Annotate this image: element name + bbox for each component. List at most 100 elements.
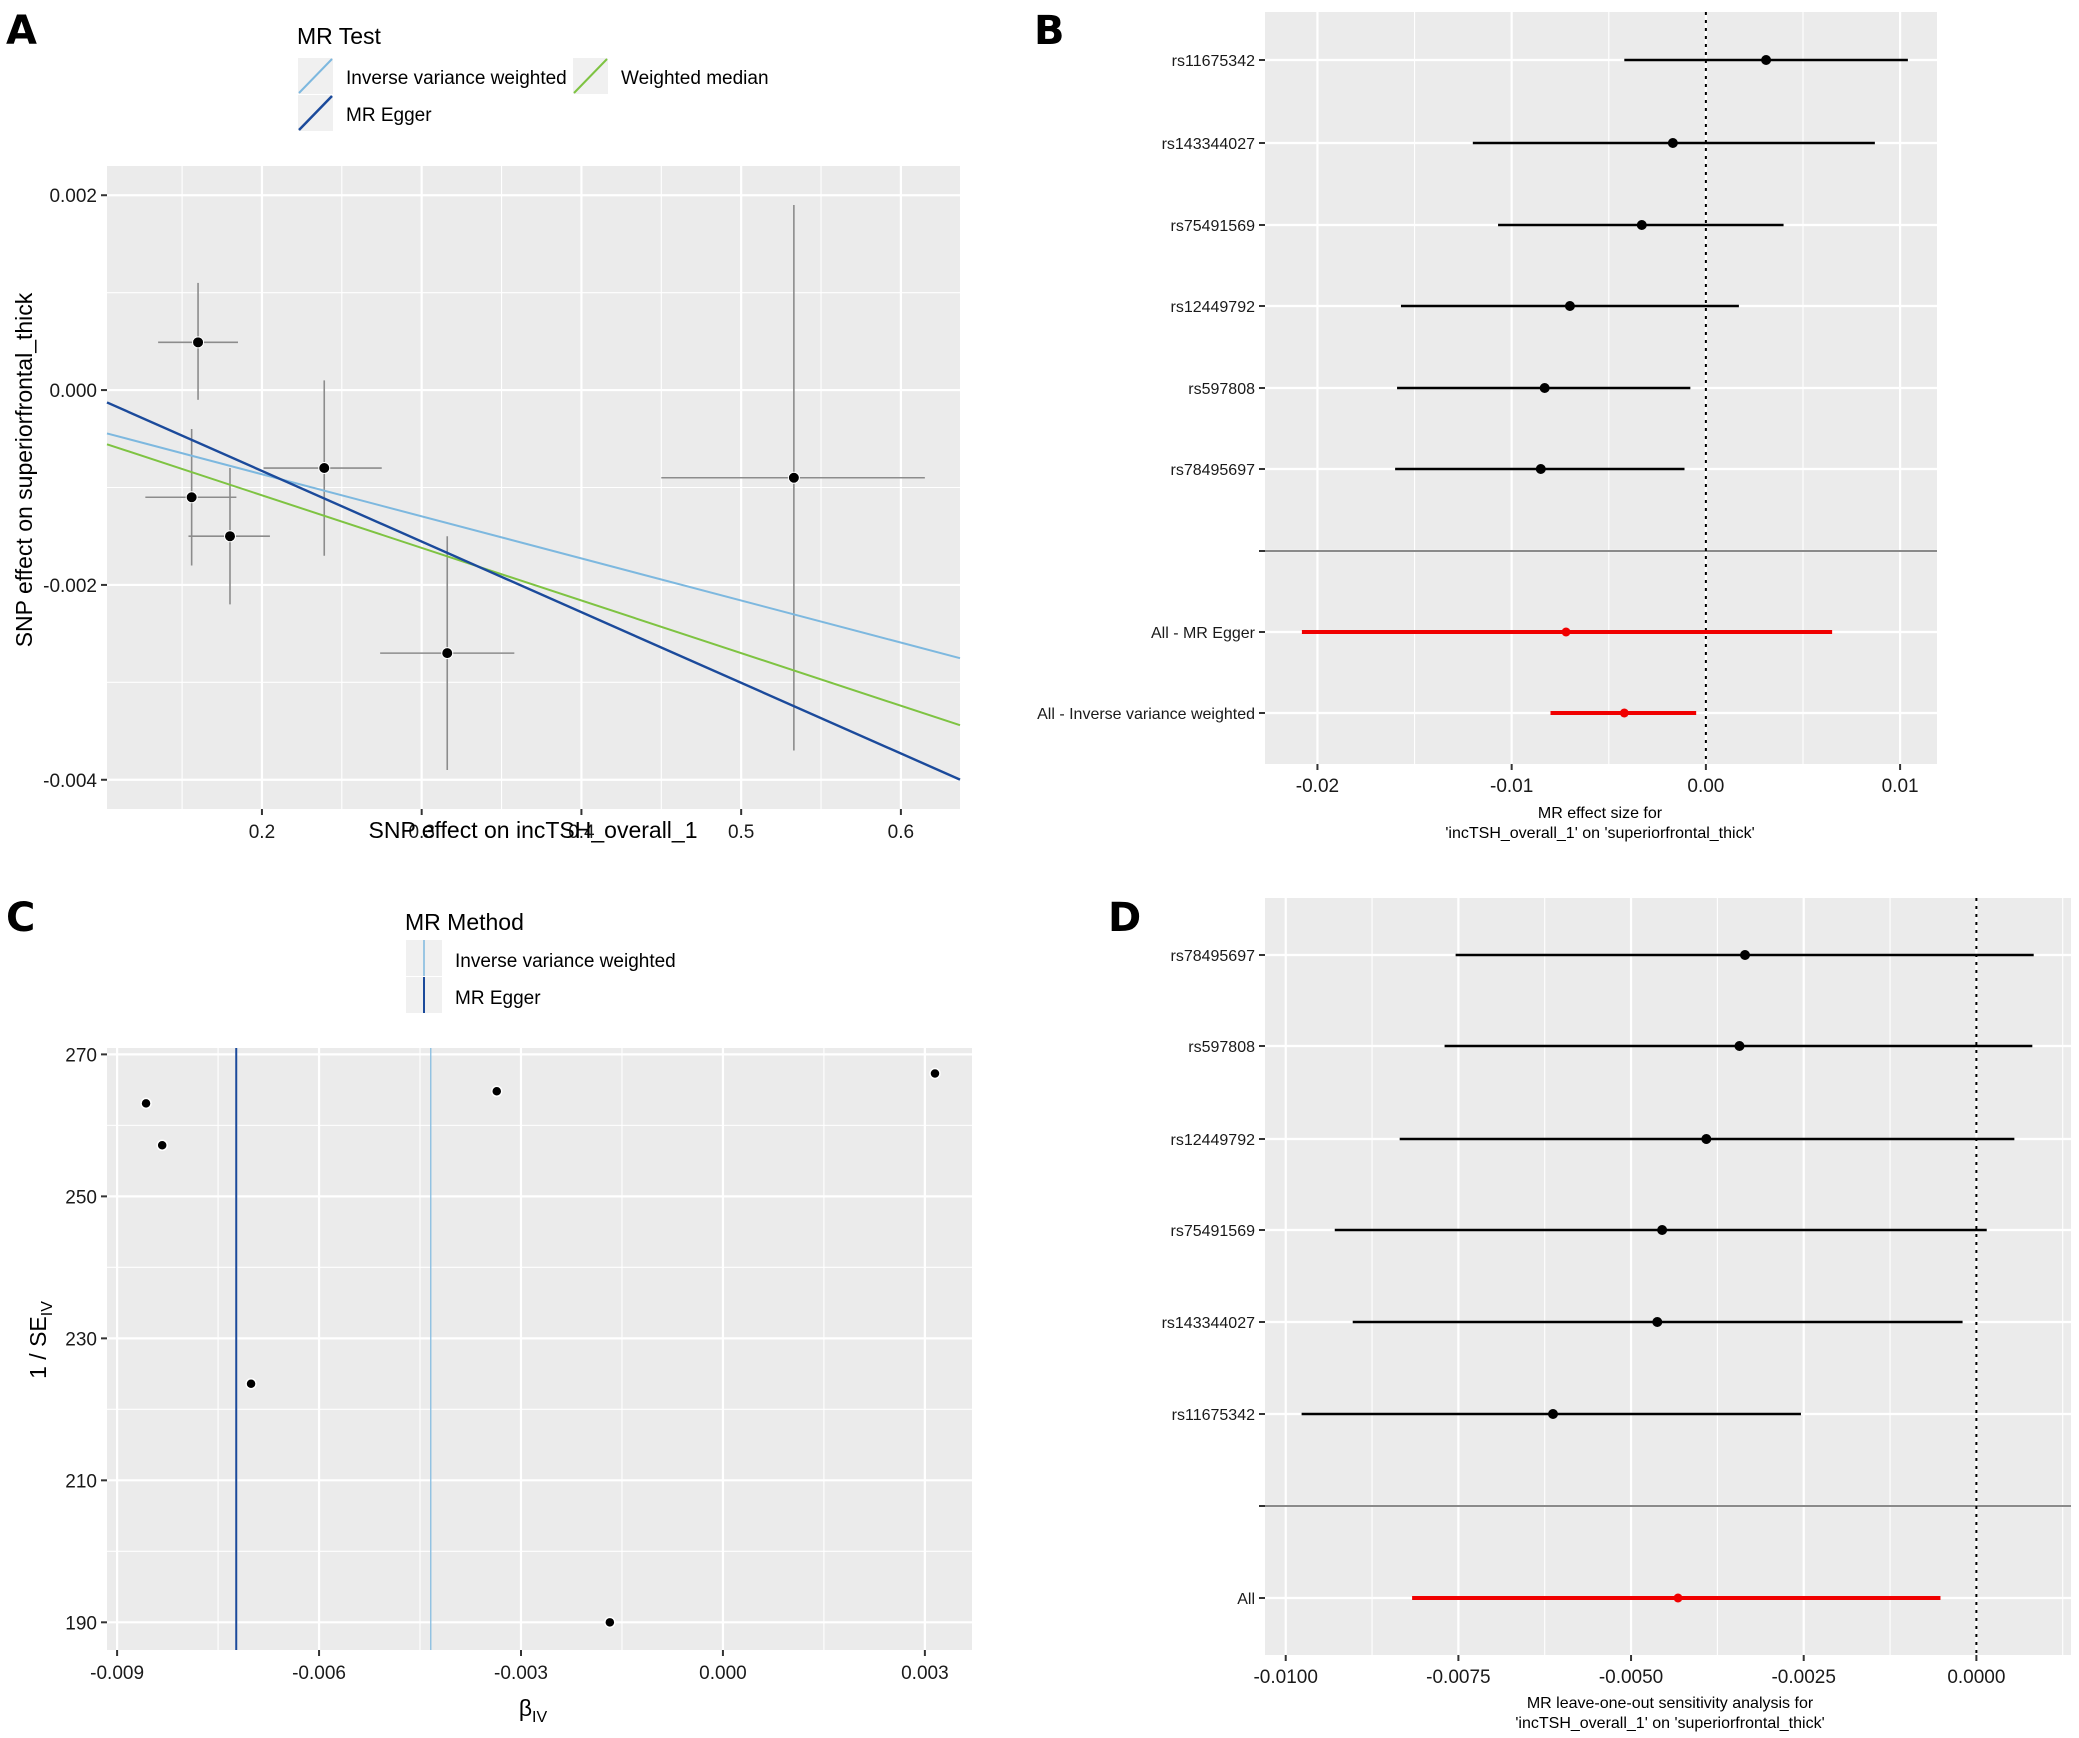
panel-d-leave-one-out: -0.0100 -0.0075 -0.0050 -0.0025 0.0000 rs7849… (1162, 898, 2071, 1732)
panel-d-plot-area (1265, 898, 2071, 1655)
panel-c-plot-area (107, 1048, 972, 1650)
regression-line-weighted_median (106, 443, 961, 727)
panel-b-forest: -0.02 -0.01 0.00 0.01 rs11675342 rs143344027 r… (1037, 12, 1937, 842)
x-tick-label: -0.01 (1490, 776, 1533, 797)
x-tick-label: -0.006 (292, 1663, 346, 1684)
legend-key-egger-line (298, 95, 333, 131)
row-label: rs12449792 (1170, 299, 1255, 316)
snp-estimate-point (1636, 220, 1647, 230)
x-axis-title-line-1: MR leave-one-out sensitivity analysis fo… (1527, 1695, 1814, 1712)
snp-estimate-point (1564, 301, 1575, 311)
y-axis-title: 1 / SEIV (25, 1301, 56, 1379)
y-tick-label: 270 (65, 1045, 97, 1066)
x-tick-label: -0.0050 (1599, 1667, 1663, 1688)
legend-label-egger: MR Egger (455, 988, 541, 1009)
snp-estimate-point (1734, 1041, 1745, 1051)
x-axis-title-subscript: IV (532, 1709, 547, 1726)
snp-estimate-point (1740, 950, 1751, 960)
panel-letter-d: D (1108, 895, 1141, 941)
panel-letter-a: A (6, 8, 37, 54)
legend-label-ivw: Inverse variance weighted (346, 68, 567, 89)
x-tick-label: -0.0100 (1253, 1667, 1317, 1688)
snp-estimate-point (1701, 1134, 1712, 1144)
x-tick-label: 0.2 (249, 822, 275, 843)
legend-label-wm: Weighted median (621, 68, 769, 89)
legend-title: MR Test (297, 23, 382, 49)
x-axis-title-line-1: MR effect size for (1538, 805, 1663, 822)
snp-estimate-point (1535, 464, 1546, 474)
legend-title: MR Method (405, 909, 524, 935)
x-tick-label: 0.00 (1687, 776, 1724, 797)
snp-point (140, 1097, 152, 1110)
panel-letter-b: B (1034, 8, 1065, 54)
x-tick-label: 0.000 (699, 1663, 747, 1684)
panel-a-scatter: MR Test Inverse variance weighted Weight… (11, 23, 961, 843)
x-axis-title: SNP effect on incTSH_overall_1 (369, 817, 698, 843)
x-axis-title: βIV (519, 1695, 548, 1726)
x-axis-title-line-2: 'incTSH_overall_1' on 'superiorfrontal_t… (1515, 1715, 1824, 1732)
y-tick-label: -0.004 (43, 771, 97, 792)
snp-point (156, 1139, 168, 1152)
snp-point (491, 1085, 503, 1098)
row-label: rs11675342 (1172, 1407, 1255, 1424)
snp-point (185, 491, 198, 504)
row-label: rs597808 (1188, 381, 1255, 398)
legend-label-egger: MR Egger (346, 105, 432, 126)
snp-estimate-point (1652, 1317, 1663, 1327)
y-tick-label: 0.000 (49, 381, 97, 402)
x-tick-label: 0.6 (888, 822, 914, 843)
snp-estimate-point (1539, 383, 1550, 393)
x-axis-title-main: β (519, 1695, 532, 1721)
y-axis-title: SNP effect on superiorfrontal_thick (11, 292, 37, 647)
x-tick-label: 0.0000 (1947, 1667, 2005, 1688)
row-label: rs78495697 (1170, 462, 1255, 479)
snp-point (192, 336, 205, 349)
snp-point (929, 1067, 941, 1080)
summary-estimate-point (1673, 1593, 1683, 1603)
y-axis-title-subscript: IV (39, 1301, 56, 1316)
x-tick-label: -0.0025 (1771, 1667, 1835, 1688)
snp-estimate-point (1667, 138, 1678, 148)
snp-point (604, 1616, 616, 1629)
x-tick-label: -0.02 (1296, 776, 1339, 797)
snp-estimate-point (1761, 55, 1772, 65)
row-label: rs75491569 (1170, 1223, 1255, 1240)
y-tick-label: 0.002 (49, 186, 97, 207)
x-tick-label: -0.0075 (1426, 1667, 1490, 1688)
summary-estimate-point (1561, 627, 1571, 637)
row-label: rs12449792 (1170, 1132, 1255, 1149)
x-tick-label: 0.3 (408, 822, 434, 843)
row-label: rs597808 (1188, 1039, 1255, 1056)
row-label: rs78495697 (1170, 948, 1255, 965)
snp-point (318, 462, 331, 475)
x-tick-label: 0.01 (1882, 776, 1919, 797)
y-tick-label: -0.002 (43, 576, 97, 597)
x-tick-label: 0.4 (568, 822, 595, 843)
y-tick-label: 250 (65, 1187, 97, 1208)
y-tick-label: 210 (65, 1471, 97, 1492)
snp-point (787, 471, 800, 484)
row-label: All - MR Egger (1151, 625, 1256, 642)
snp-estimate-point (1548, 1409, 1559, 1419)
row-label: rs11675342 (1172, 53, 1255, 70)
x-tick-label: 0.003 (901, 1663, 949, 1684)
row-label: All - Inverse variance weighted (1037, 706, 1255, 723)
panel-c-funnel: MR Method Inverse variance weighted MR E… (25, 909, 972, 1726)
snp-point (441, 647, 454, 660)
x-tick-label: 0.5 (728, 822, 754, 843)
regression-line-egger (106, 401, 961, 781)
x-tick-label: -0.003 (494, 1663, 548, 1684)
row-label: rs143344027 (1162, 136, 1256, 153)
legend-key-wm-line (573, 58, 608, 94)
snp-point (223, 530, 236, 543)
snp-point (245, 1378, 257, 1390)
row-label: rs75491569 (1170, 218, 1255, 235)
legend-key-ivw-line (298, 58, 333, 94)
regression-line-ivw (106, 432, 961, 660)
snp-estimate-point (1657, 1225, 1668, 1235)
y-tick-label: 230 (65, 1329, 97, 1350)
row-label: rs143344027 (1162, 1315, 1256, 1332)
y-axis-title-main: 1 / SE (25, 1316, 51, 1379)
x-tick-label: -0.009 (90, 1663, 144, 1684)
